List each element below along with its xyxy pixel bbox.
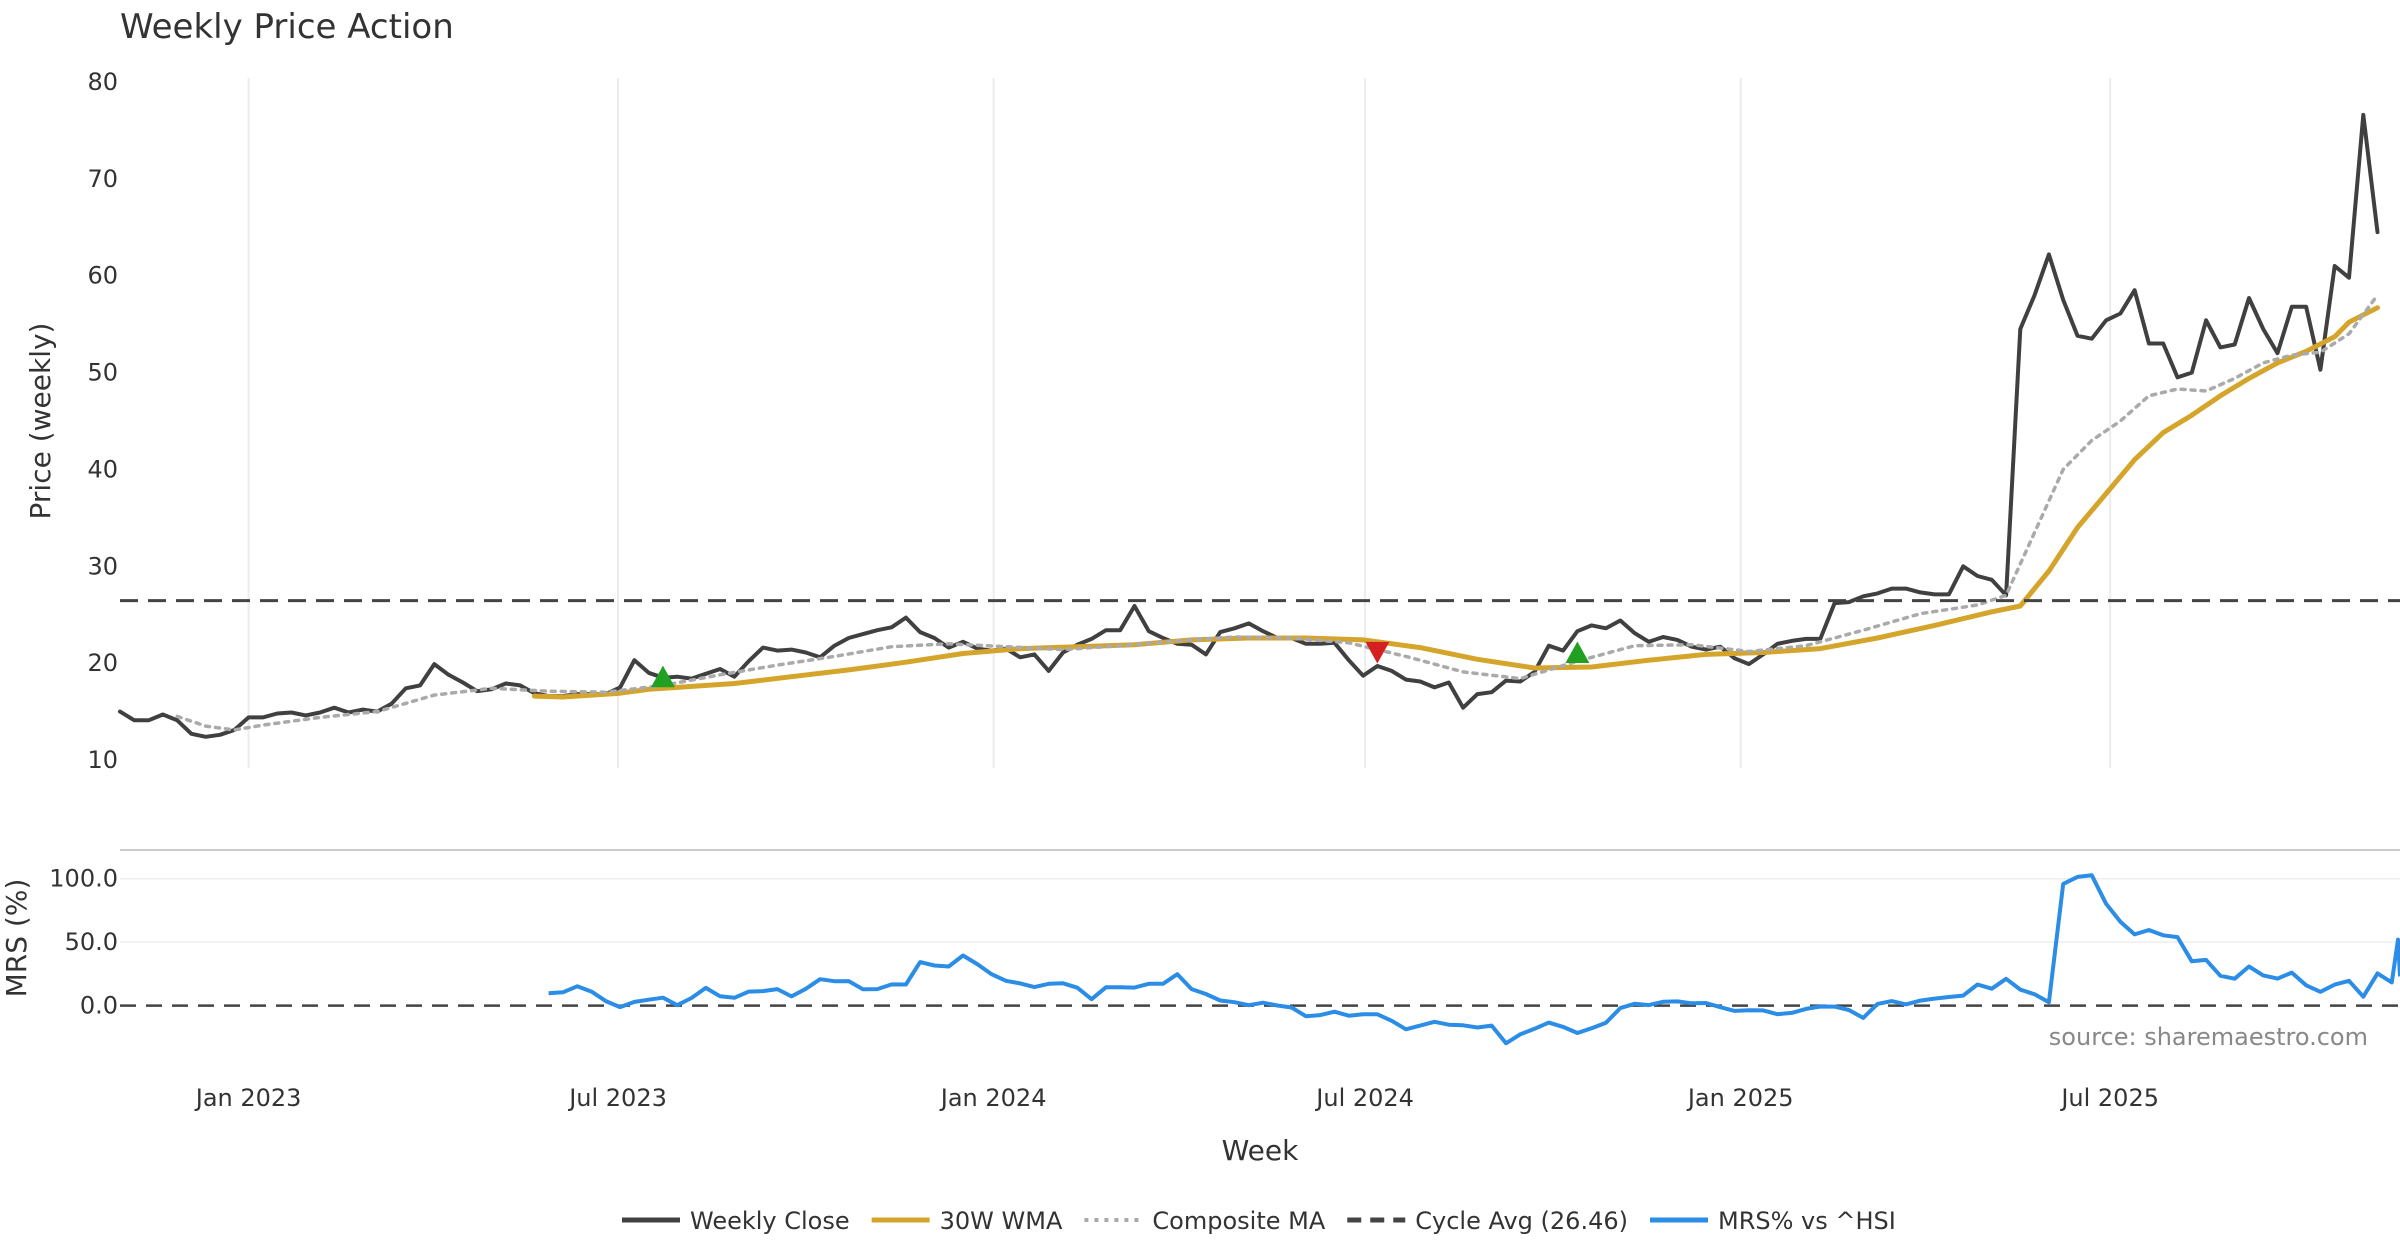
price-y-tick-label: 10 — [87, 746, 118, 774]
sell-signal-marker — [1365, 641, 1390, 664]
mrs-y-tick-label: 0.0 — [80, 992, 118, 1020]
composite-ma-line — [175, 293, 2380, 732]
price-x-grid — [247, 78, 2112, 768]
legend-label: Weekly Close — [690, 1207, 850, 1235]
chart-title: Weekly Price Action — [120, 7, 454, 47]
mrs-series — [548, 873, 2400, 1046]
legend-label: MRS% vs ^HSI — [1718, 1207, 1896, 1235]
price-y-tick-label: 30 — [87, 552, 118, 580]
weekly-close-line — [118, 112, 2380, 739]
x-tick-label: Jan 2023 — [194, 1084, 302, 1112]
mrs-grid — [120, 877, 2400, 1007]
x-tick-label: Jul 2025 — [2059, 1084, 2159, 1112]
price-y-tick-label: 40 — [87, 455, 118, 483]
price-y-ticks: 10 20 30 40 50 60 70 80 — [87, 68, 118, 774]
price-series — [118, 112, 2400, 739]
legend-label: 30W WMA — [940, 1207, 1063, 1235]
price-y-tick-label: 80 — [87, 68, 118, 96]
x-tick-label: Jul 2024 — [1314, 1084, 1414, 1112]
price-y-tick-label: 60 — [87, 262, 118, 290]
mrs-y-tick-label: 50.0 — [65, 928, 118, 956]
price-y-tick-label: 20 — [87, 649, 118, 677]
buy-signal-marker — [650, 665, 675, 688]
x-axis-label: Week — [1222, 1134, 1299, 1167]
x-tick-label: Jul 2023 — [567, 1084, 667, 1112]
30w-wma-line — [531, 305, 2380, 700]
x-tick-label: Jan 2024 — [939, 1084, 1047, 1112]
legend-label: Composite MA — [1152, 1207, 1325, 1235]
x-tick-labels: Jan 2023 Jul 2023 Jan 2024 Jul 2024 Jan 2025… — [194, 1084, 2159, 1112]
mrs-y-tick-label: 100.0 — [49, 865, 118, 893]
mrs-y-axis-label: MRS (%) — [0, 879, 33, 998]
legend: Weekly Close 30W WMA Composite MA Cycle Avg… — [622, 1207, 1896, 1235]
signal-markers — [650, 641, 1590, 688]
price-panel: 10 20 30 40 50 60 70 80 Price (weekly) — [24, 68, 2400, 774]
buy-signal-marker — [1565, 641, 1590, 664]
price-y-axis-label: Price (weekly) — [24, 323, 57, 520]
legend-label: Cycle Avg (26.46) — [1415, 1207, 1628, 1235]
price-y-tick-label: 70 — [87, 165, 118, 193]
mrs-panel: 0.0 50.0 100.0 MRS (%) source: sharemaestr… — [0, 865, 2400, 1051]
mrs-y-ticks: 0.0 50.0 100.0 — [49, 865, 118, 1020]
mrs-line — [548, 873, 2400, 1046]
source-note: source: sharemaestro.com — [2049, 1023, 2368, 1051]
price-y-tick-label: 50 — [87, 359, 118, 387]
x-tick-label: Jan 2025 — [1686, 1084, 1794, 1112]
